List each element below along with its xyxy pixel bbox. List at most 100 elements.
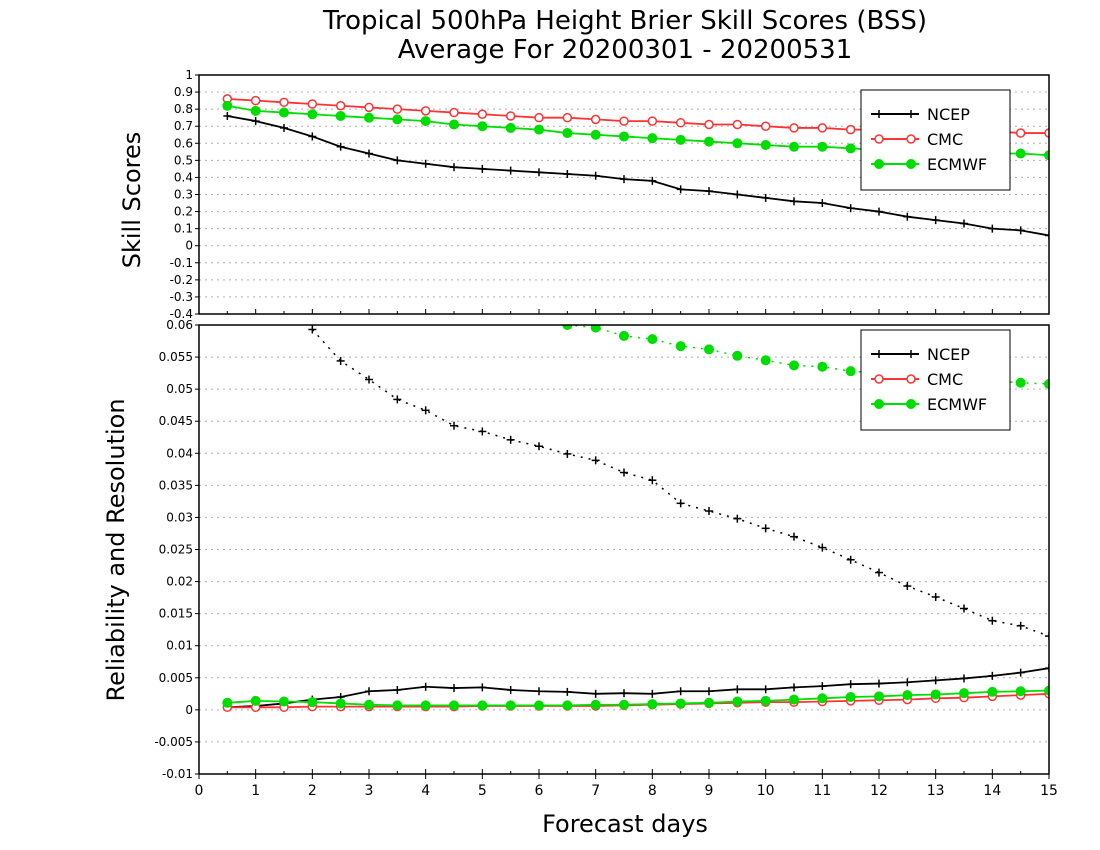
data-point-ncep-resolution	[308, 325, 317, 334]
data-point-ncep	[931, 216, 940, 225]
data-point-ecmwf-resolution	[590, 325, 601, 333]
data-point-ncep-resolution	[903, 582, 912, 591]
data-point-ncep	[223, 111, 232, 120]
data-point-ncep-resolution	[733, 514, 742, 523]
x-tick-label: 0	[195, 783, 204, 799]
data-point-cmc	[335, 100, 346, 111]
data-point-ncep-resolution	[563, 449, 572, 458]
legend-marker	[875, 350, 883, 358]
data-point-ecmwf	[732, 138, 743, 149]
data-point-ecmwf-reliability	[222, 697, 233, 708]
data-point-ncep-resolution	[421, 406, 430, 415]
data-point-ncep-reliability	[365, 687, 373, 696]
data-point-ncep-reliability	[790, 683, 798, 692]
data-point-cmc	[279, 97, 289, 108]
data-point-ecmwf-resolution	[619, 330, 629, 341]
data-point-ncep-resolution	[931, 592, 940, 601]
data-point-ecmwf-reliability	[364, 699, 374, 710]
data-point-ecmwf-reliability	[420, 700, 431, 711]
data-point-ecmwf	[420, 116, 431, 127]
data-point-ecmwf-reliability	[534, 700, 544, 711]
data-point-ncep-reliability	[506, 685, 515, 694]
bottom-y-tick-label: 0.015	[159, 607, 193, 621]
legend-marker	[906, 134, 916, 144]
data-point-ncep-resolution	[761, 524, 770, 533]
data-point-ecmwf-resolution	[789, 360, 799, 371]
x-axis-label: Forecast days	[542, 810, 708, 838]
chart-title-line-2: Average For 20200301 - 20200531	[398, 35, 853, 65]
data-point-ecmwf-reliability	[675, 698, 686, 709]
data-point-ncep-resolution	[450, 421, 458, 430]
data-point-ecmwf	[562, 128, 573, 139]
data-point-ecmwf	[817, 141, 828, 152]
data-point-ncep	[761, 193, 770, 202]
x-tick-label: 14	[983, 783, 1001, 799]
data-point-ecmwf	[505, 122, 516, 133]
data-point-ecmwf-resolution	[675, 341, 686, 352]
data-point-ecmwf	[675, 134, 686, 145]
top-y-tick-label: 0	[185, 239, 193, 253]
data-point-ncep-resolution	[846, 555, 855, 564]
data-point-ncep-reliability	[1045, 664, 1049, 673]
data-point-ecmwf-resolution	[647, 334, 658, 345]
data-point-ncep-resolution	[336, 356, 345, 365]
x-tick-label: 15	[1040, 783, 1058, 799]
bottom-legend: NCEP CMC ECMWF	[860, 329, 1011, 431]
bottom-y-tick-label: 0.06	[166, 318, 193, 332]
data-point-ecmwf	[335, 110, 346, 121]
top-plot-frame	[198, 74, 1050, 315]
data-point-ecmwf-reliability	[817, 693, 828, 704]
top-y-tick-label: -0.1	[170, 256, 193, 270]
data-point-ncep-reliability	[563, 687, 572, 696]
legend-marker	[906, 374, 916, 384]
legend-marker	[907, 110, 915, 118]
data-point-cmc	[477, 109, 488, 120]
data-point-ncep-reliability	[931, 676, 940, 685]
data-point-ecmwf	[449, 119, 459, 130]
data-point-ncep-reliability	[846, 680, 855, 689]
x-tick-label: 11	[813, 783, 831, 799]
data-point-ncep	[960, 219, 968, 228]
data-point-ncep	[988, 224, 997, 233]
data-point-ncep-reliability	[591, 689, 600, 698]
x-tick-label: 1	[251, 783, 260, 799]
data-point-ncep-reliability	[535, 687, 543, 696]
top-y-tick-label: 0.9	[174, 85, 193, 99]
x-tick-label: 8	[648, 783, 657, 799]
data-point-cmc	[647, 116, 658, 126]
data-point-ecmwf-reliability	[930, 689, 941, 700]
x-tick-label: 7	[591, 783, 600, 799]
data-point-ncep-reliability	[988, 671, 997, 680]
data-point-ncep	[818, 199, 827, 208]
data-point-ncep-resolution	[478, 427, 487, 436]
data-point-ecmwf	[619, 131, 629, 142]
data-point-ecmwf-reliability	[562, 700, 573, 711]
data-point-ecmwf	[647, 133, 658, 144]
data-point-ncep	[535, 168, 543, 177]
data-point-ecmwf-reliability	[987, 686, 998, 697]
data-point-ecmwf	[279, 107, 289, 118]
data-point-cmc	[817, 123, 828, 133]
legend-marker	[906, 159, 916, 169]
data-point-ecmwf-resolution	[817, 361, 828, 372]
legend-marker	[907, 350, 915, 358]
data-point-ncep-resolution	[648, 476, 657, 485]
data-point-ncep	[365, 149, 373, 158]
data-point-ncep-resolution	[676, 499, 685, 508]
data-point-ncep	[620, 175, 628, 184]
data-point-ncep-resolution	[365, 375, 373, 384]
chart-title-line-1: Tropical 500hPa Height Brier Skill Score…	[322, 6, 927, 36]
data-point-ncep	[478, 164, 487, 173]
bottom-y-tick-label: 0.01	[166, 639, 193, 653]
data-point-ncep-reliability	[1016, 668, 1025, 677]
data-point-ecmwf-reliability	[874, 691, 884, 702]
data-point-ncep	[336, 142, 345, 151]
data-point-ecmwf-reliability	[250, 695, 261, 706]
data-point-ecmwf-reliability	[619, 699, 629, 710]
x-tick-label: 12	[870, 783, 888, 799]
data-point-cmc	[250, 95, 261, 106]
data-point-ecmwf-reliability	[732, 696, 743, 707]
data-point-ecmwf-resolution	[1015, 377, 1026, 388]
x-tick-label: 10	[757, 783, 775, 799]
data-point-cmc	[1015, 128, 1026, 138]
